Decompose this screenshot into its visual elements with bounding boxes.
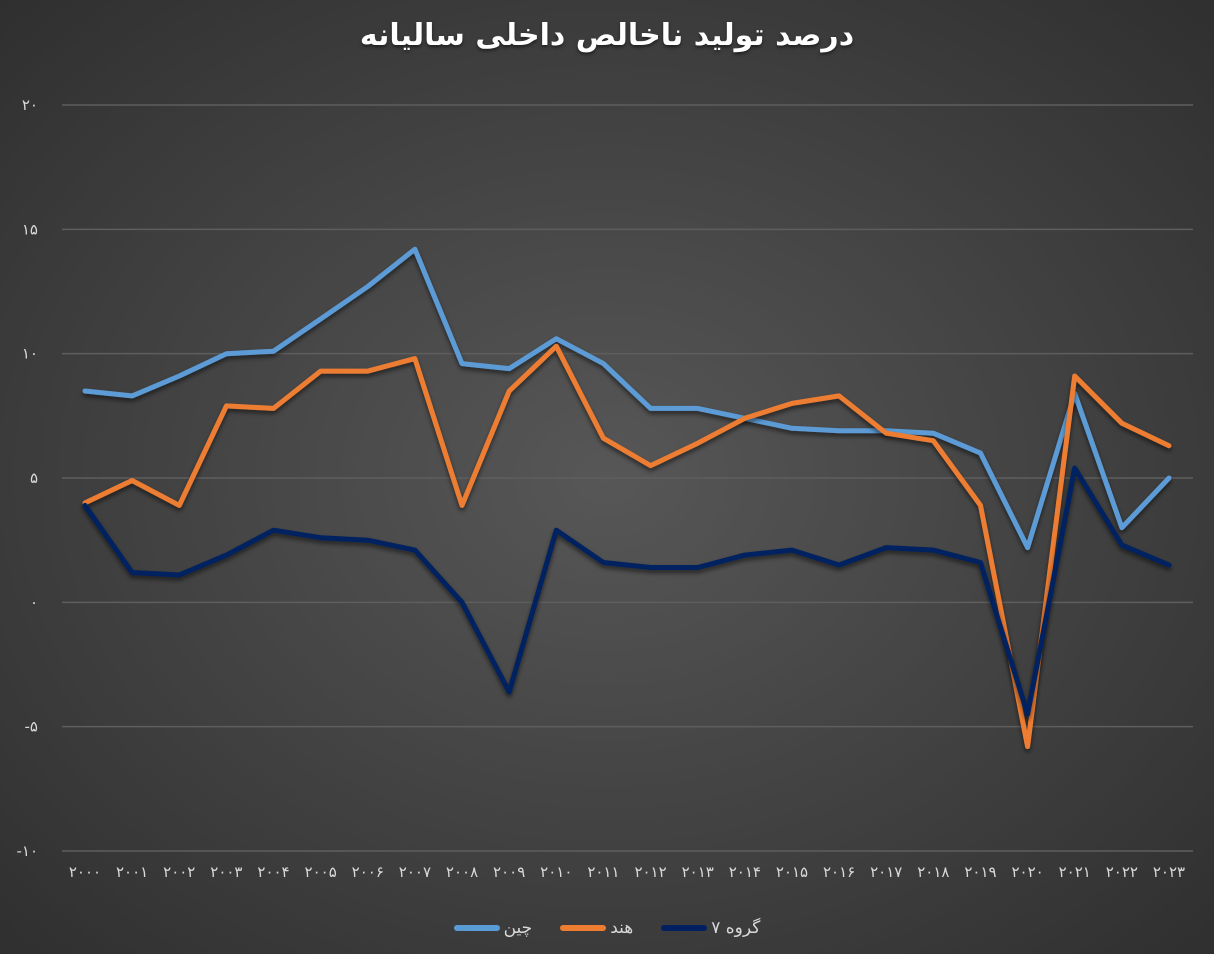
legend-swatch-india xyxy=(560,925,607,931)
legend-label-china: چین xyxy=(503,918,533,938)
series-line-india xyxy=(82,343,1172,750)
x-tick-label: ۲۰۲۳ xyxy=(1153,863,1185,881)
gridlines xyxy=(62,104,1193,852)
x-tick-label: ۲۰۰۷ xyxy=(399,863,431,881)
y-tick-label: ۰ xyxy=(30,593,38,611)
x-tick-label: ۲۰۰۳ xyxy=(210,863,242,881)
x-tick-label: ۲۰۱۴ xyxy=(729,863,761,881)
y-tick-label: -۱۰ xyxy=(16,842,38,860)
x-tick-label: ۲۰۰۴ xyxy=(257,863,289,881)
x-tick-label: ۲۰۲۰ xyxy=(1011,863,1043,881)
legend-swatch-china xyxy=(453,925,500,931)
chart-title: درصد تولید ناخالص داخلی سالیانه xyxy=(359,18,855,53)
series-line-g7 xyxy=(82,465,1172,717)
x-tick-label: ۲۰۰۵ xyxy=(305,863,337,881)
x-tick-label: ۲۰۱۱ xyxy=(587,863,619,881)
legend-label-g7: گروه ۷ xyxy=(711,918,761,938)
x-tick-label: ۲۰۱۶ xyxy=(823,863,855,881)
legend-swatch-g7 xyxy=(661,925,708,931)
y-tick-label: ۵ xyxy=(30,469,38,487)
legend-label-india: هند xyxy=(610,918,634,938)
x-tick-label: ۲۰۱۳ xyxy=(682,863,714,881)
x-axis-ticks: ۲۰۰۰ ۲۰۰۱ ۲۰۰۲ ۲۰۰۳ ۲۰۰۴ ۲۰۰۵ ۲۰۰۶ ۲۰۰۷ ۲۰۰۸ ۲۰۰۹… xyxy=(69,863,1185,881)
y-tick-label: ۱۵ xyxy=(22,220,38,238)
y-tick-label: -۵ xyxy=(25,718,38,736)
x-tick-label: ۲۰۰۰ xyxy=(69,863,101,881)
series-line-china xyxy=(82,246,1172,551)
x-tick-label: ۲۰۰۲ xyxy=(163,863,195,881)
legend-item-india[interactable]: هند xyxy=(560,918,633,938)
x-tick-label: ۲۰۱۵ xyxy=(776,863,808,881)
series-lines xyxy=(82,246,1172,750)
x-tick-label: ۲۰۱۰ xyxy=(540,863,572,881)
x-tick-label: ۲۰۰۶ xyxy=(352,863,384,881)
y-axis-ticks: ۲۰ ۱۵ ۱۰ ۵ ۰ -۵ -۱۰ xyxy=(16,96,38,860)
x-tick-label: ۲۰۰۹ xyxy=(493,863,525,881)
x-tick-label: ۲۰۱۲ xyxy=(634,863,666,881)
legend-item-china[interactable]: چین xyxy=(453,918,533,938)
x-tick-label: ۲۰۱۹ xyxy=(964,863,996,881)
y-tick-label: ۱۰ xyxy=(22,345,38,363)
x-tick-label: ۲۰۲۲ xyxy=(1106,863,1138,881)
x-tick-label: ۲۰۲۱ xyxy=(1059,863,1091,881)
y-tick-label: ۲۰ xyxy=(22,96,38,114)
legend-item-g7[interactable]: گروه ۷ xyxy=(661,918,760,938)
x-tick-label: ۲۰۰۸ xyxy=(446,863,478,881)
legend: چین هند گروه ۷ xyxy=(0,918,1214,938)
x-tick-label: ۲۰۱۸ xyxy=(917,863,949,881)
x-tick-label: ۲۰۱۷ xyxy=(870,863,902,881)
x-tick-label: ۲۰۰۱ xyxy=(116,863,148,881)
